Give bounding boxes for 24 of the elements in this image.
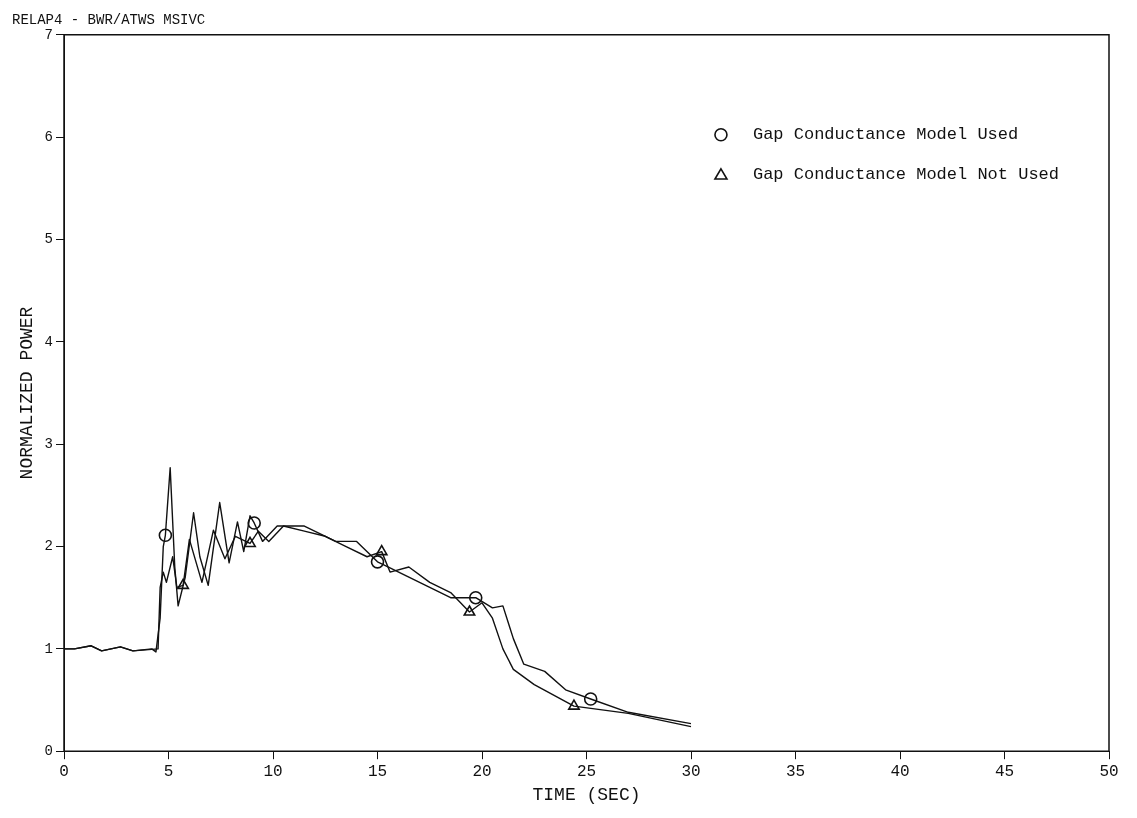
legend-label: Gap Conductance Model Used bbox=[752, 125, 1019, 145]
x-tick-label: 35 bbox=[785, 763, 806, 782]
x-tick-label: 30 bbox=[681, 763, 701, 782]
y-tick-label: 1 bbox=[44, 640, 53, 657]
x-tick-label: 50 bbox=[1099, 763, 1119, 782]
y-tick-label: 0 bbox=[44, 742, 53, 759]
chart-title: RELAP4 - BWR/ATWS MSIVC bbox=[12, 12, 206, 29]
y-tick-label: 7 bbox=[44, 26, 53, 43]
x-tick-label: 0 bbox=[59, 763, 69, 782]
x-tick-label: 10 bbox=[263, 763, 283, 782]
legend-label: Gap Conductance Model Not Used bbox=[752, 165, 1060, 185]
x-tick-label: 15 bbox=[367, 763, 388, 782]
x-tick-label: 20 bbox=[472, 763, 492, 782]
y-tick-label: 2 bbox=[44, 538, 53, 555]
x-tick-label: 25 bbox=[576, 763, 597, 782]
x-tick-label: 5 bbox=[163, 763, 174, 782]
y-tick-label: 3 bbox=[44, 435, 53, 452]
x-tick-label: 45 bbox=[994, 763, 1015, 782]
y-tick-label: 5 bbox=[44, 231, 53, 248]
x-axis-title: TIME (SEC) bbox=[532, 784, 641, 805]
y-tick-label: 6 bbox=[44, 128, 53, 145]
y-axis-title: NORMALIZED POWER bbox=[16, 306, 37, 480]
x-tick-label: 40 bbox=[890, 763, 910, 782]
y-tick-label: 4 bbox=[44, 333, 53, 350]
